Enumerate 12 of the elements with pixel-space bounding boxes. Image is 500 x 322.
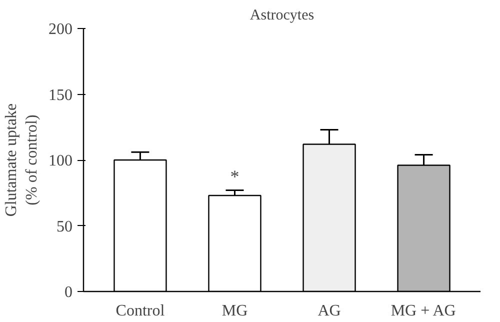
x-tick-label: MG + AG <box>390 302 456 320</box>
y-tick-label: 150 <box>48 86 72 104</box>
x-tick-label: AG <box>318 302 342 320</box>
x-tick-label: MG <box>222 302 248 320</box>
y-tick-label: 200 <box>48 21 72 38</box>
x-tick-label: Control <box>116 302 166 320</box>
y-tick-label: 0 <box>64 284 72 301</box>
annotation: * <box>230 166 240 186</box>
chart-title: Astrocytes <box>250 8 314 24</box>
y-tick-label: 100 <box>48 152 72 170</box>
y-tick-label: 50 <box>56 218 72 236</box>
y-axis-title: Glutamate uptake (% of control) <box>3 103 40 217</box>
